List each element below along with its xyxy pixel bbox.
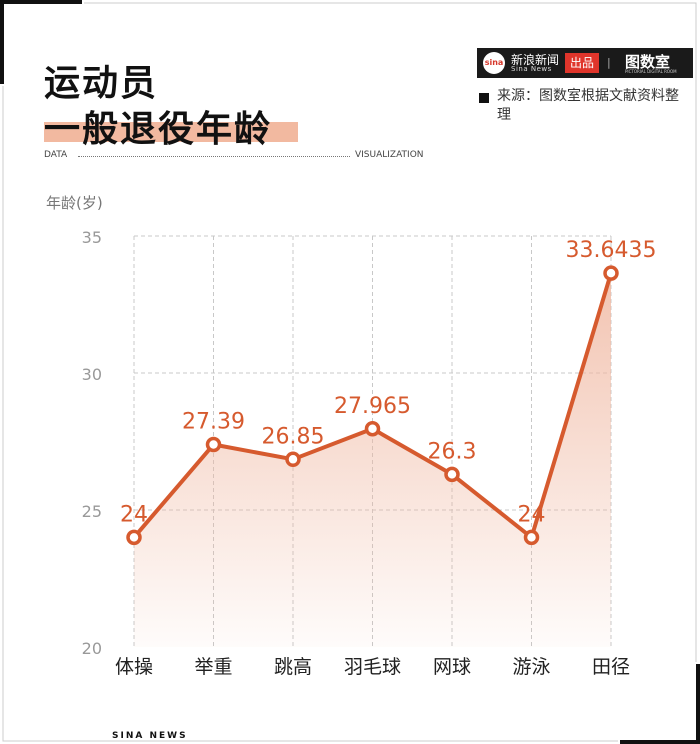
x-tick-label: 田径: [592, 656, 630, 678]
data-label: 33.6435: [566, 238, 657, 263]
data-label: 27.39: [182, 410, 245, 435]
x-tick-label: 体操: [115, 656, 153, 678]
source-marker: [479, 93, 489, 103]
y-tick-label: 30: [82, 365, 102, 384]
y-tick-label: 25: [82, 502, 102, 521]
data-label: 27.965: [334, 394, 411, 419]
title-highlight: [44, 122, 298, 142]
y-tick-label: 20: [82, 639, 102, 658]
brand-bar: sina 新浪新闻 Sina News 出品 | 图数室 PICTORIAL D…: [477, 48, 693, 78]
sina-logo-icon: sina: [483, 52, 505, 74]
chart-title-line2: 一般退役年龄: [44, 109, 273, 150]
x-tick-label: 羽毛球: [344, 656, 401, 678]
data-label: 24: [518, 502, 546, 527]
studio-logo: 图数室: [625, 53, 671, 71]
visualization-label: VISUALIZATION: [355, 150, 424, 160]
x-tick-label: 跳高: [274, 656, 312, 678]
data-label: 26.85: [262, 424, 325, 449]
source-note: 来源：图数室根据文献资料整理: [497, 88, 679, 123]
data-point: [285, 451, 301, 468]
y-tick-label: 35: [82, 228, 102, 247]
brand-separator: |: [607, 56, 611, 69]
data-point: [126, 529, 142, 546]
brand-tag: 出品: [565, 53, 599, 73]
dotted-divider: [78, 156, 350, 157]
data-point: [444, 466, 460, 483]
data-point: [603, 265, 619, 281]
x-tick-label: 举重: [194, 656, 232, 678]
data-label: DATA: [44, 150, 68, 160]
data-point: [364, 421, 381, 437]
x-tick-label: 网球: [433, 656, 471, 678]
chart-title-line1: 运动员: [44, 63, 159, 104]
data-point: [205, 436, 222, 453]
brand-sub: Sina News: [511, 65, 552, 73]
brand-name: 新浪新闻: [511, 53, 560, 67]
footer-brand: SINA NEWS: [112, 731, 188, 741]
area-fill: [134, 273, 611, 647]
x-tick-label: 游泳: [512, 656, 550, 678]
data-label: 24: [120, 502, 148, 527]
data-point: [523, 529, 540, 546]
data-label: 26.3: [428, 439, 477, 464]
studio-sub: PICTORIAL DIGITAL ROOM: [625, 69, 677, 74]
y-axis-label: 年龄(岁): [46, 194, 103, 212]
